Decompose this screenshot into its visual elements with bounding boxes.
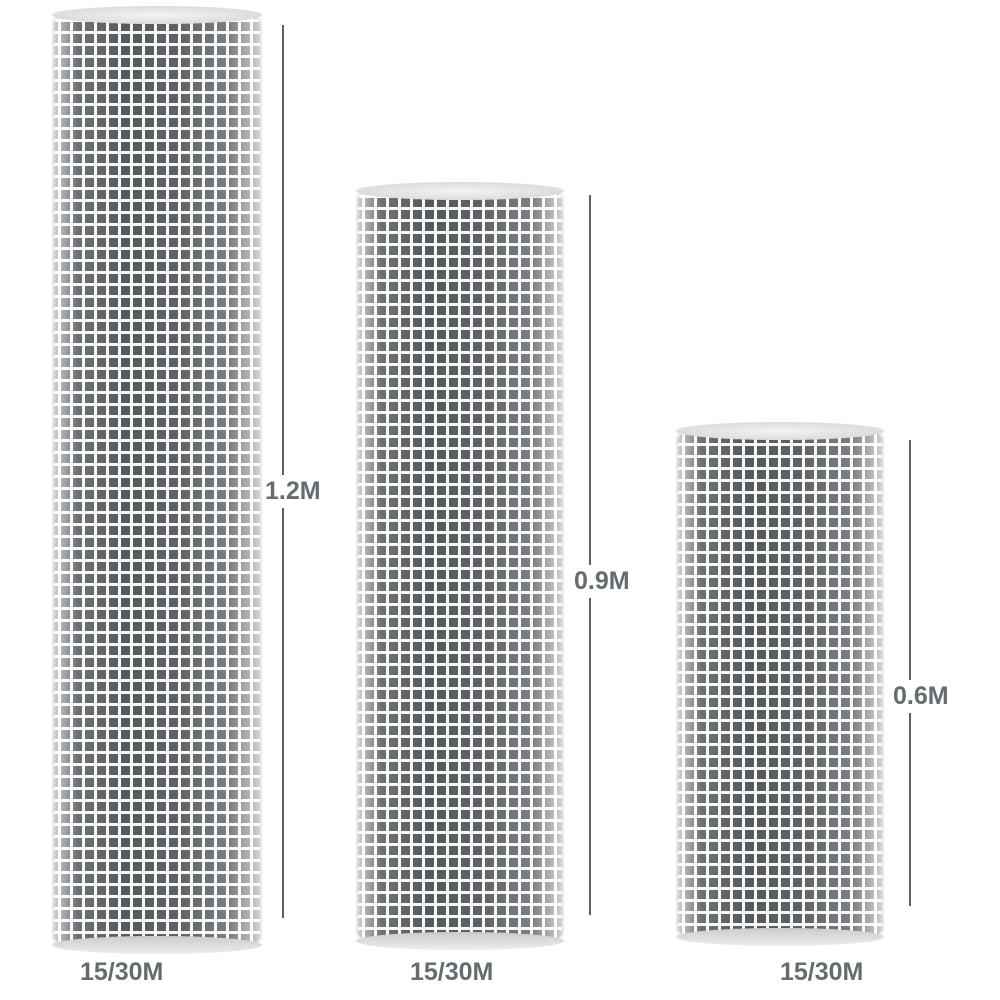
wire-mesh-roll-large — [52, 6, 262, 954]
length-label-large: 15/30M — [80, 958, 164, 986]
height-line-large — [282, 25, 284, 918]
wire-mesh-roll-small — [676, 422, 884, 946]
height-label-medium: 0.9M — [574, 565, 630, 598]
height-line-small — [909, 440, 911, 906]
height-line-medium — [589, 195, 591, 915]
height-label-small: 0.6M — [893, 680, 949, 713]
length-label-medium: 15/30M — [410, 958, 494, 986]
height-label-large: 1.2M — [265, 475, 321, 508]
length-label-small: 15/30M — [780, 958, 864, 986]
wire-mesh-roll-medium — [356, 182, 564, 950]
